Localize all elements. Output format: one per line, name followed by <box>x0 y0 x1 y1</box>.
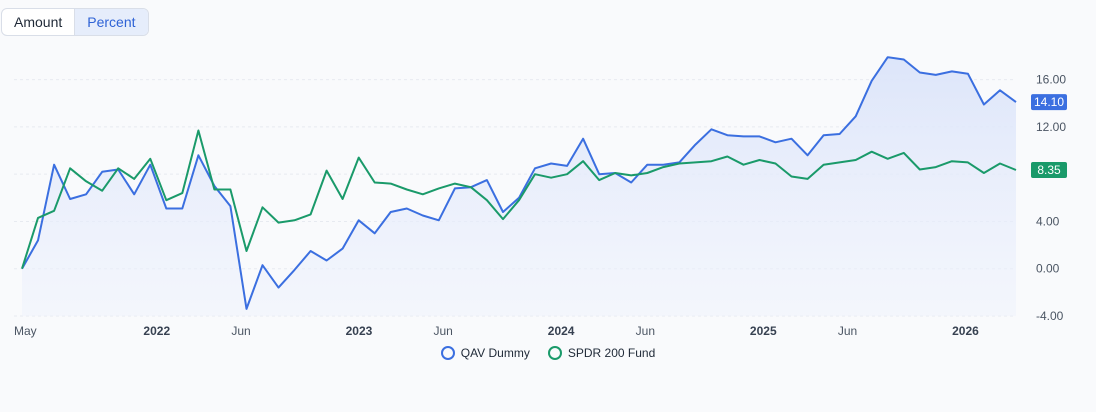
x-tick-label: 2023 <box>346 324 373 338</box>
legend-label-spdr: SPDR 200 Fund <box>567 346 656 360</box>
legend-item-spdr[interactable]: SPDR 200 Fund <box>547 346 656 360</box>
legend-item-qav[interactable]: QAV Dummy <box>440 346 530 360</box>
series-area-0 <box>22 57 1016 316</box>
x-tick-label: Jun <box>838 324 857 338</box>
x-tick-label: Jun <box>231 324 250 338</box>
last-value-badge-spdr: 8.35 <box>1031 162 1067 179</box>
last-value-badge-qav: 14.10 <box>1031 94 1067 111</box>
series-lines <box>21 56 1017 310</box>
x-tick-label: Jun <box>636 324 655 338</box>
last-value-badges: 14.10 8.35 <box>1031 94 1067 179</box>
series-line-spdr <box>21 129 1017 270</box>
series-line-qav <box>21 56 1017 310</box>
y-tick-label: 4.00 <box>1036 214 1060 228</box>
area-fill <box>22 57 1016 316</box>
view-toggle: Amount Percent <box>1 8 149 36</box>
x-axis-ticks: May 2022 Jun 2023 Jun 2024 Jun 2025 Jun 2026 <box>14 324 979 338</box>
x-tick-label: 2022 <box>143 324 170 338</box>
x-tick-label: 2024 <box>548 324 575 338</box>
y-tick-label: 16.00 <box>1036 73 1066 87</box>
x-tick-label: 2026 <box>952 324 979 338</box>
y-tick-label: 0.00 <box>1036 262 1060 276</box>
legend-swatch-qav <box>440 346 455 360</box>
percent-toggle-button[interactable]: Percent <box>74 9 148 35</box>
legend-label-qav: QAV Dummy <box>460 346 530 360</box>
badge-label: 14.10 <box>1034 95 1064 109</box>
legend-swatch-spdr <box>547 346 562 360</box>
badge-background <box>1031 162 1067 179</box>
chart-legend: QAV Dummy SPDR 200 Fund <box>0 346 1096 360</box>
y-tick-label: -4.00 <box>1036 309 1064 323</box>
amount-toggle-button[interactable]: Amount <box>2 9 74 35</box>
badge-background <box>1031 94 1067 111</box>
x-tick-label: May <box>14 324 37 338</box>
x-tick-label: Jun <box>434 324 453 338</box>
badge-label: 8.35 <box>1037 163 1061 177</box>
y-tick-label: 12.00 <box>1036 120 1066 134</box>
x-tick-label: 2025 <box>750 324 777 338</box>
